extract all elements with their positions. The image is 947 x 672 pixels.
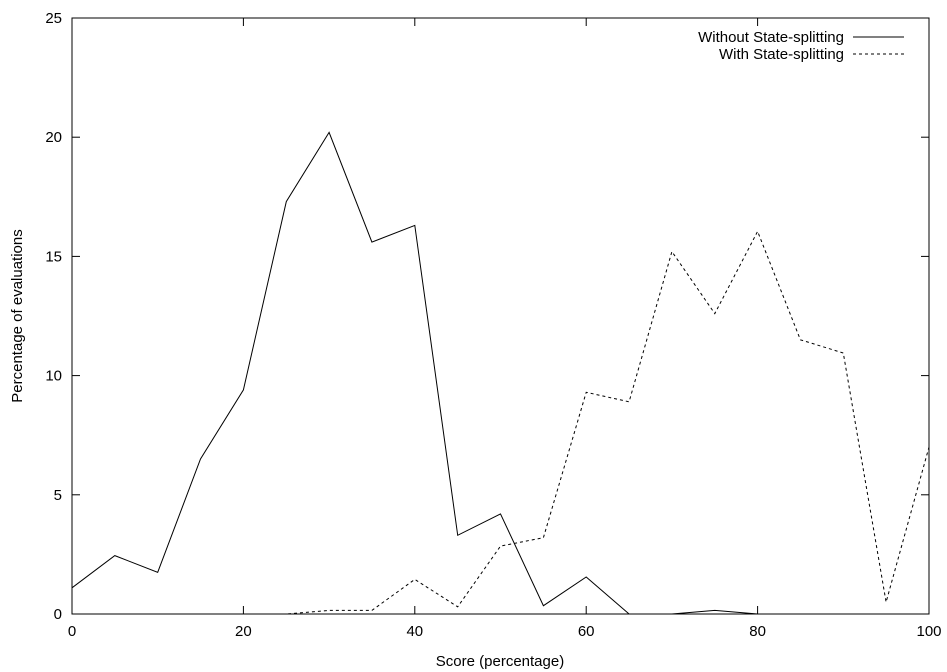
tick-labels: 0 20 40 60 80 100 0 5 10 15 20 25 [45, 10, 941, 640]
series-lines [71, 131, 930, 615]
legend-label-with-state-splitting: With State-splitting [719, 46, 844, 63]
x-axis-label: Score (percentage) [436, 653, 564, 670]
series-line-without-state-splitting [71, 131, 929, 615]
legend: Without State-splitting With State-split… [698, 29, 904, 63]
x-tick-label: 20 [235, 623, 252, 640]
x-tick-label: 80 [749, 623, 766, 640]
x-tick-label: 40 [406, 623, 423, 640]
y-tick-label: 0 [54, 606, 62, 623]
y-tick-label: 10 [45, 368, 62, 385]
y-tick-label: 20 [45, 129, 62, 146]
y-tick-label: 25 [45, 10, 62, 27]
plot-frame [71, 17, 930, 615]
x-tick-label: 0 [68, 623, 76, 640]
y-tick-label: 5 [54, 487, 62, 504]
x-tick-label: 60 [578, 623, 595, 640]
legend-label-without-state-splitting: Without State-splitting [698, 29, 844, 46]
series-line-with-state-splitting [72, 230, 930, 615]
x-tick-label: 100 [916, 623, 941, 640]
y-axis-label: Percentage of evaluations [9, 229, 26, 402]
y-tick-label: 15 [45, 248, 62, 265]
axis-ticks [71, 17, 930, 615]
